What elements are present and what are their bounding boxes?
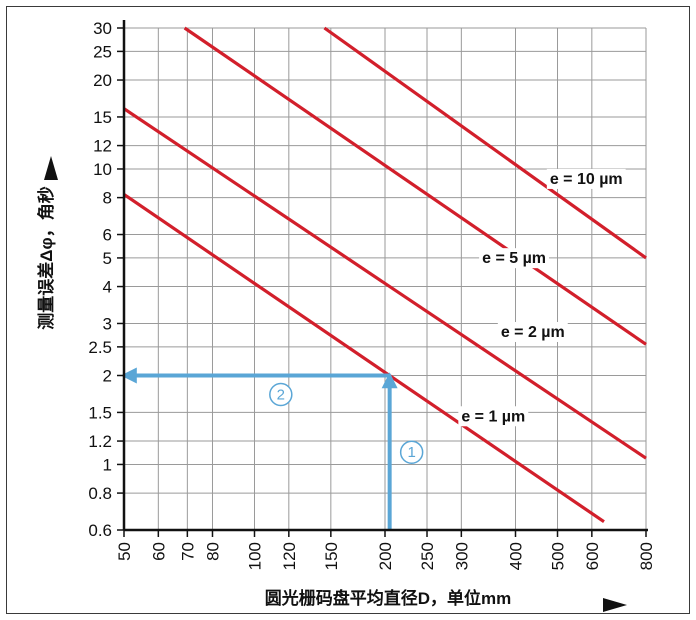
- x-tick-label: 500: [549, 542, 568, 570]
- y-tick-label: 1.5: [88, 403, 112, 422]
- x-tick-label: 70: [178, 542, 197, 561]
- x-tick-label: 150: [322, 542, 341, 570]
- y-tick-label: 6: [103, 226, 112, 245]
- x-tick-label: 60: [149, 542, 168, 561]
- axes: [117, 20, 648, 537]
- y-tick-label: 5: [103, 249, 112, 268]
- x-tick-label: 100: [246, 542, 265, 570]
- chart-frame: [6, 6, 690, 614]
- y-tick-label: 4: [103, 278, 112, 297]
- step-marker: [269, 382, 293, 407]
- x-tick-label: 120: [280, 542, 299, 570]
- series-line: [123, 107, 647, 460]
- x-tick-label: 200: [376, 542, 395, 570]
- x-tick-label: 250: [418, 542, 437, 570]
- y-tick-label: 12: [93, 137, 112, 156]
- y-tick-label: 25: [93, 42, 112, 61]
- series-label: e = 5 µm: [482, 250, 546, 267]
- y-tick-label: 1.2: [88, 432, 112, 451]
- x-tick-label: 600: [583, 542, 602, 570]
- tick-labels: 50 60 70 80 100 120 150 200 250 300 400 500 600 8000.…: [88, 19, 656, 570]
- step-number: 2: [277, 387, 285, 404]
- y-tick-label: 2: [103, 367, 112, 386]
- x-tick-label: 800: [637, 542, 656, 570]
- step-marker: [399, 440, 424, 464]
- y-tick-label: 2.5: [88, 338, 112, 357]
- y-tick-label: 0.8: [88, 484, 112, 503]
- y-tick-label: 0.6: [88, 521, 112, 540]
- y-tick-label: 30: [93, 19, 112, 38]
- series-label-background: [479, 248, 550, 269]
- y-tick-label: 8: [103, 189, 112, 208]
- series-line: [323, 26, 647, 260]
- y-tick-label: 20: [93, 71, 112, 90]
- series-line: [123, 193, 605, 524]
- series-label-background: [497, 321, 568, 342]
- grid: [123, 27, 647, 531]
- step-number: 1: [407, 444, 415, 461]
- series-label: e = 10 µm: [550, 171, 623, 188]
- x-axis-arrow-icon: [603, 598, 627, 612]
- series-label-background: [546, 168, 626, 189]
- x-tick-label: 80: [203, 542, 222, 561]
- reading-arrows: 12: [120, 367, 424, 530]
- x-tick-label: 400: [507, 542, 526, 570]
- x-tick-label: 50: [115, 542, 134, 561]
- line-labels: e = 1 µm e = 2 µm e = 5 µm e = 10 µm: [458, 168, 626, 427]
- series-lines: [123, 26, 647, 524]
- series-label: e = 1 µm: [461, 408, 525, 425]
- series-label-background: [458, 406, 529, 427]
- series-label: e = 2 µm: [501, 324, 565, 341]
- y-axis-arrow-icon: [44, 156, 58, 180]
- x-axis-title: 圆光栅码盘平均直径D，单位mm: [265, 588, 512, 608]
- series-line: [183, 26, 647, 346]
- x-tick-label: 300: [452, 542, 471, 570]
- y-tick-label: 10: [93, 160, 112, 179]
- y-tick-label: 3: [103, 314, 112, 333]
- y-tick-label: 15: [93, 108, 112, 127]
- y-axis-title: 测量误差Δφ，角秒: [36, 186, 56, 329]
- y-tick-label: 1: [103, 455, 112, 474]
